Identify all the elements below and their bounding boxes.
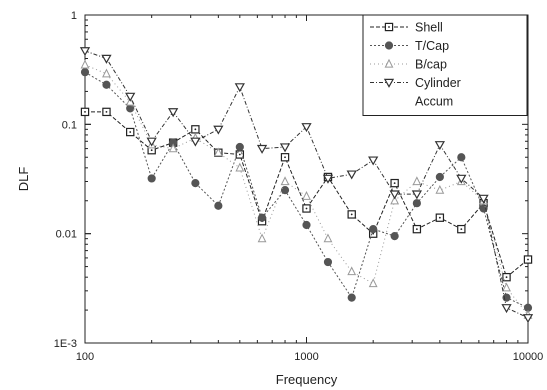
legend-label-shell: Shell (415, 21, 443, 35)
data-point-shell-dot (284, 156, 286, 159)
data-point-cylinder (168, 108, 179, 118)
data-point-shell-dot (460, 228, 463, 231)
data-point-cylinder (522, 314, 534, 324)
legend-item-accum: Accum (415, 95, 453, 109)
x-tick-label: 100 (76, 351, 94, 363)
series-cylinder (79, 47, 534, 324)
legend-item-shell: Shell (370, 21, 443, 35)
series-line-shell (85, 111, 529, 279)
legend-label-b-cap: B/cap (415, 58, 447, 72)
data-point-cylinder (434, 141, 445, 151)
data-point-cylinder (389, 190, 400, 200)
data-point-t-cap (302, 220, 311, 230)
data-point-cylinder (256, 144, 268, 154)
data-point-shell-dot (194, 128, 197, 131)
y-axis-title: DLF (16, 167, 31, 192)
x-tick-label: 1000 (294, 351, 318, 363)
y-tick-label: 1E-3 (54, 338, 77, 350)
data-point-t-cap (80, 68, 90, 77)
legend-marker-b-cap (384, 58, 394, 68)
legend-marker-cylinder (383, 78, 395, 88)
data-point-shell-dot (415, 228, 418, 231)
data-point-b-cap (168, 143, 178, 153)
data-point-t-cap (235, 142, 244, 152)
data-point-b-cap (302, 191, 311, 200)
legend-marker-shell-dot (388, 26, 390, 28)
data-point-cylinder (301, 123, 312, 133)
data-point-b-cap (280, 176, 290, 186)
data-point-t-cap (390, 232, 399, 241)
data-point-shell-dot (350, 213, 353, 216)
data-point-cylinder (79, 47, 91, 57)
legend-item-t-cap: T/Cap (370, 39, 449, 53)
data-point-cylinder (125, 92, 136, 102)
data-point-cylinder (411, 190, 423, 200)
data-point-t-cap (280, 186, 290, 195)
data-point-b-cap (347, 266, 357, 276)
legend-item-cylinder: Cylinder (370, 76, 461, 90)
data-point-t-cap (102, 80, 111, 89)
data-point-t-cap (257, 213, 267, 222)
data-point-cylinder (346, 170, 357, 180)
legend-marker-t-cap (384, 41, 394, 50)
data-point-shell-dot (393, 182, 396, 185)
data-point-cylinder (478, 194, 489, 204)
data-point-cylinder (234, 83, 245, 93)
data-point-shell-dot (105, 110, 108, 113)
data-point-b-cap (235, 162, 245, 172)
data-point-t-cap (412, 199, 421, 208)
data-point-shell-dot (238, 153, 241, 156)
legend-item-b-cap: B/cap (370, 58, 447, 72)
data-point-cylinder (279, 143, 291, 153)
data-point-t-cap (347, 293, 356, 302)
series-line-cylinder (84, 50, 529, 319)
data-point-shell-dot (305, 207, 308, 210)
y-tick-label: 1 (71, 10, 77, 22)
data-point-b-cap (80, 59, 90, 69)
data-point-b-cap (435, 184, 445, 194)
data-point-cylinder (368, 156, 379, 166)
data-point-b-cap (390, 195, 400, 205)
data-point-shell-dot (150, 149, 153, 152)
data-point-t-cap (457, 153, 466, 162)
data-point-cylinder (322, 174, 334, 184)
data-point-t-cap (369, 225, 378, 234)
data-point-shell-dot (129, 131, 132, 133)
data-point-b-cap (257, 233, 267, 243)
legend-label-cylinder: Cylinder (415, 76, 461, 90)
data-point-cylinder (213, 125, 224, 135)
data-point-shell-dot (84, 110, 86, 113)
data-point-t-cap (147, 174, 156, 183)
x-axis-title: Frequency (276, 372, 338, 387)
data-point-b-cap (102, 68, 111, 78)
data-point-shell-dot (527, 258, 529, 261)
y-tick-label: 0.01 (56, 229, 77, 241)
data-point-shell-dot (438, 216, 441, 219)
data-point-t-cap (191, 179, 200, 188)
data-point-cylinder (456, 174, 467, 184)
data-point-b-cap (502, 282, 511, 292)
data-point-b-cap (213, 147, 223, 157)
data-point-t-cap (435, 172, 444, 182)
data-point-cylinder (101, 54, 112, 64)
data-point-b-cap (412, 176, 422, 186)
data-point-cylinder (190, 137, 201, 147)
data-point-b-cap (323, 233, 333, 243)
data-point-shell-dot (372, 232, 375, 235)
x-tick-label: 10000 (513, 351, 544, 363)
data-point-shell-dot (505, 276, 508, 279)
legend-label-t-cap: T/Cap (415, 39, 449, 53)
legend-label-accum: Accum (415, 95, 453, 109)
data-point-cylinder (146, 137, 157, 147)
data-point-cylinder (501, 304, 512, 314)
data-point-t-cap (214, 201, 223, 210)
y-tick-label: 0.1 (62, 119, 77, 131)
data-point-t-cap (126, 104, 135, 113)
data-point-b-cap (368, 278, 378, 288)
data-point-t-cap (323, 257, 333, 267)
